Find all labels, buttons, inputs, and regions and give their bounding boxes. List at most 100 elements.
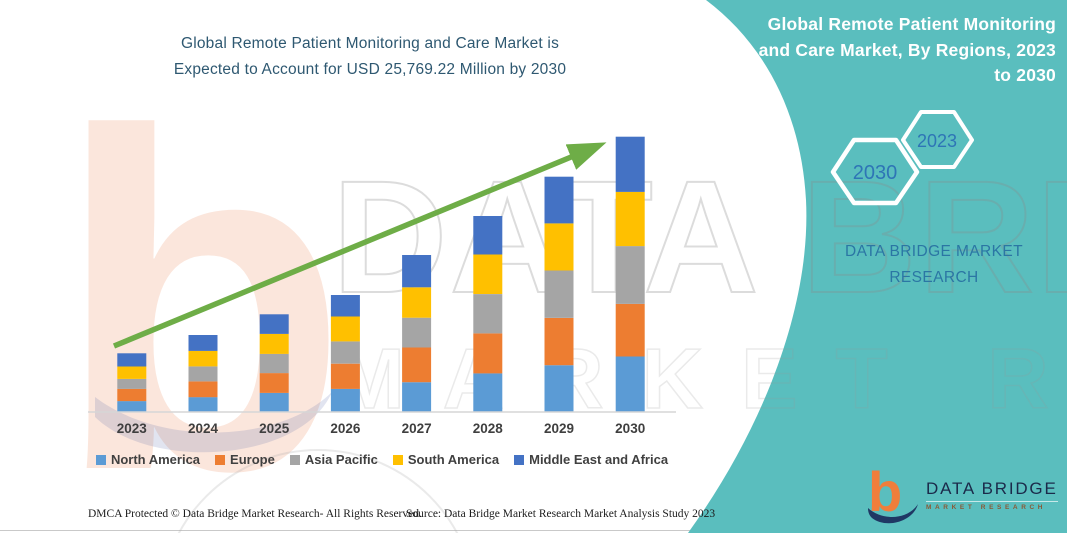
watermark-logo-b: b [55, 33, 348, 533]
teal-panel-path [688, 0, 1067, 533]
legend-swatch [289, 454, 300, 465]
bar-segment-2024-north-america [188, 397, 218, 412]
hexagon-2023 [901, 110, 974, 169]
logo-subtitle: MARKET RESEARCH [926, 504, 1047, 511]
chart-headline-line1: Global Remote Patient Monitoring and Car… [180, 35, 560, 52]
bar-segment-2030-asia-pacific [615, 246, 645, 304]
footer-source-text: Source: Data Bridge Market Research Mark… [406, 508, 716, 520]
bar-segment-2025-north-america [259, 392, 289, 412]
bar-segment-2027-south-america [402, 287, 432, 318]
legend-swatch [392, 454, 403, 465]
x-axis-label-2029: 2029 [544, 421, 574, 436]
x-axis-label-2026: 2026 [330, 421, 361, 436]
bar-segment-2023-asia-pacific [117, 379, 147, 389]
bars-group [117, 136, 645, 412]
logo-divider [926, 501, 1058, 502]
bar-segment-2027-europe [402, 347, 432, 383]
bar-segment-2027-north-america [402, 382, 432, 412]
bar-segment-2026-europe [330, 363, 360, 389]
bar-segment-2024-south-america [188, 350, 218, 367]
legend-swatch [215, 454, 226, 465]
brand-wordmark: DATA BRIDGE MARKET RESEARCH [844, 243, 1023, 286]
bar-segment-2025-middle-east-and-africa [259, 314, 289, 334]
bar-segment-2024-middle-east-and-africa [188, 335, 218, 351]
legend-item-middle-east-and-africa: Middle East and Africa [514, 452, 668, 467]
legend-swatch [95, 454, 106, 465]
logo-b-icon: b [864, 460, 920, 527]
bar-segment-2029-north-america [544, 365, 574, 412]
legend-item-south-america: South America [392, 452, 500, 467]
trend-arrow [112, 142, 607, 349]
company-logo: b DATA BRIDGE MARKET RESEARCH [864, 460, 1064, 528]
bar-segment-2028-south-america [473, 254, 503, 294]
watermark-circle [177, 449, 459, 533]
bar-segment-2030-south-america [615, 191, 645, 247]
watermark-logo-swoosh [95, 392, 332, 453]
bar-segment-2029-middle-east-and-africa [544, 176, 574, 224]
bar-segment-2024-asia-pacific [188, 366, 218, 382]
x-axis-labels: 2023 2024 2025 2026 2027 2028 2029 2030 [117, 421, 645, 436]
bar-segment-2030-north-america [615, 356, 645, 412]
bar-segment-2025-asia-pacific [259, 353, 289, 374]
watermark-big-text: DATA BRIDGE [332, 147, 1067, 326]
bar-segment-2030-middle-east-and-africa [615, 136, 645, 192]
chart-headline-line2: Expected to Account for USD 25,769.22 Mi… [173, 61, 567, 78]
logo-title: DATA BRIDGE [926, 479, 1058, 498]
bar-segment-2024-europe [188, 381, 218, 398]
logo-text-block: DATA BRIDGE MARKET RESEARCH [926, 479, 1058, 511]
hexagon-2023-label: 2023 [917, 131, 957, 151]
bar-segment-2026-north-america [330, 388, 360, 412]
bar-segment-2028-asia-pacific [473, 294, 503, 334]
footer-dmca-text: DMCA Protected © Data Bridge Market Rese… [88, 508, 422, 520]
bar-segment-2027-asia-pacific [402, 317, 432, 348]
bar-segment-2028-middle-east-and-africa [473, 216, 503, 255]
legend-label: Europe [230, 452, 275, 467]
bar-segment-2026-asia-pacific [330, 341, 360, 364]
legend-label: Asia Pacific [304, 452, 378, 467]
bar-segment-2026-middle-east-and-africa [330, 295, 360, 317]
legend-item-europe: Europe [215, 452, 275, 467]
legend-item-asia-pacific: Asia Pacific [289, 452, 378, 467]
bar-segment-2030-europe [615, 303, 645, 357]
bar-segment-2025-south-america [259, 333, 289, 354]
legend-label: South America [407, 452, 500, 467]
legend-item-north-america: North America [95, 452, 201, 467]
panel-title: Global Remote Patient Monitoring and Car… [742, 12, 1056, 89]
bar-segment-2029-europe [544, 318, 574, 366]
legend-label: North America [110, 452, 201, 467]
bar-segment-2028-europe [473, 333, 503, 374]
hexagon-2030-label: 2030 [853, 162, 898, 184]
bar-segment-2029-south-america [544, 223, 574, 271]
bar-segment-2023-north-america [117, 401, 147, 412]
bar-segment-2025-europe [259, 373, 289, 393]
forecast-hexagons: 2030 2023 [830, 110, 974, 206]
bar-segment-2026-south-america [330, 316, 360, 342]
panel-title-line1: Global Remote Patient Monitoring [767, 14, 1056, 34]
bar-segment-2028-north-america [473, 373, 503, 412]
logo-b-svg: b [868, 460, 918, 524]
bar-segment-2023-south-america [117, 366, 147, 379]
bar-segment-2027-middle-east-and-africa [402, 255, 432, 288]
x-axis-label-2024: 2024 [188, 421, 219, 436]
x-axis-label-2025: 2025 [259, 421, 290, 436]
x-axis-label-2023: 2023 [117, 421, 148, 436]
panel-title-line3: to 2030 [994, 65, 1056, 85]
panel-title-line2: and Care Market, By Regions, 2023 [758, 39, 1056, 60]
hexagon-2030 [830, 137, 920, 206]
x-axis-label-2027: 2027 [402, 421, 432, 436]
chart-headline: Global Remote Patient Monitoring and Car… [92, 31, 648, 83]
bar-segment-2023-europe [117, 388, 147, 402]
logo-swoosh-icon [868, 504, 918, 524]
bottom-border-line [0, 530, 1067, 531]
chart-legend: North America Europe Asia Pacific South Ame… [90, 452, 674, 467]
x-axis-label-2030: 2030 [615, 421, 645, 436]
bar-segment-2023-middle-east-and-africa [117, 353, 147, 367]
legend-label: Middle East and Africa [529, 452, 669, 467]
x-axis-label-2028: 2028 [473, 421, 504, 436]
bar-segment-2029-asia-pacific [544, 270, 574, 318]
legend-swatch [514, 454, 525, 465]
